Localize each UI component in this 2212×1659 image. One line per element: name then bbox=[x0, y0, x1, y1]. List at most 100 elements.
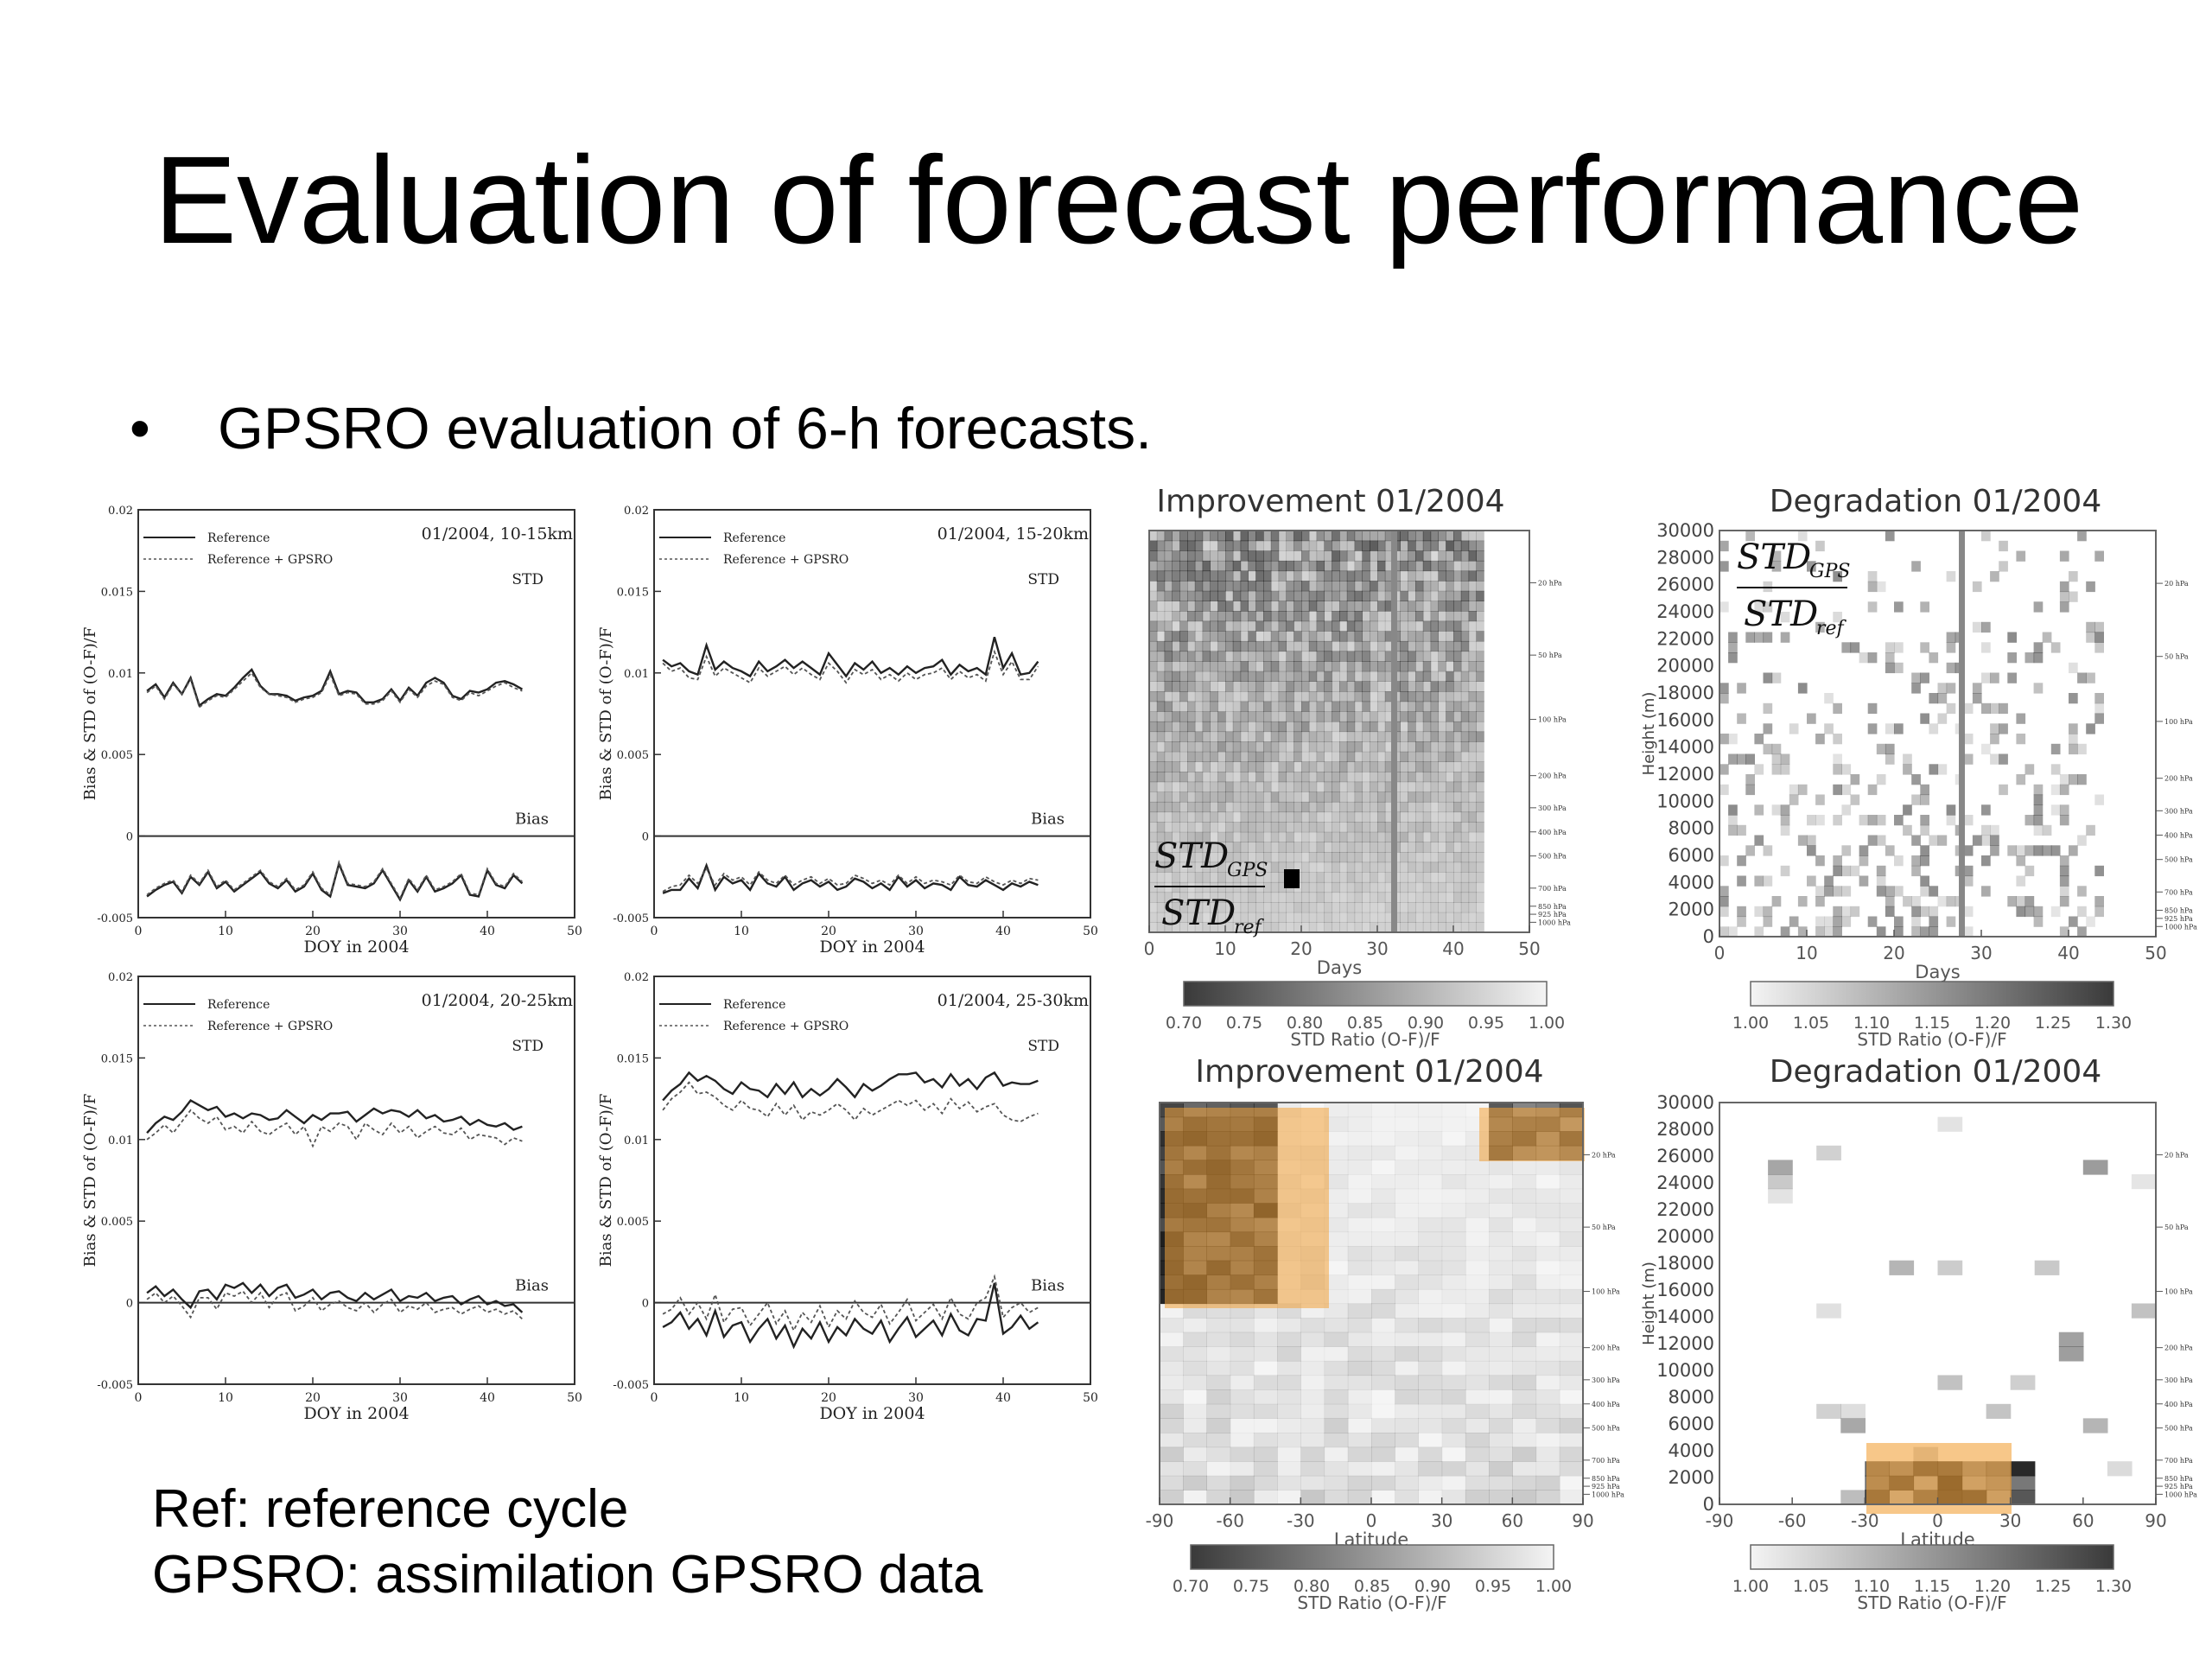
heatmap-cell bbox=[1453, 741, 1462, 753]
heatmap-cell bbox=[2033, 906, 2044, 918]
heatmap-cell bbox=[1833, 571, 1842, 582]
heatmap-cell bbox=[1230, 1346, 1255, 1362]
heatmap-cell bbox=[1512, 1446, 1537, 1462]
heatmap-cell bbox=[1187, 661, 1196, 672]
heatmap-cell bbox=[1194, 631, 1204, 642]
heatmap-cell bbox=[1354, 902, 1363, 913]
heatmap-cell bbox=[1324, 772, 1332, 783]
heatmap-cell bbox=[1206, 1475, 1231, 1491]
heatmap-cell bbox=[1535, 1375, 1560, 1390]
heatmap-cell bbox=[1217, 842, 1226, 853]
heatmap-cell bbox=[1415, 902, 1424, 913]
heatmap-cell bbox=[1164, 570, 1173, 582]
heatmap-cell bbox=[2059, 926, 2069, 938]
heatmap-cell bbox=[1187, 631, 1196, 642]
heatmap-cell bbox=[1270, 711, 1280, 722]
heatmap-cell bbox=[1278, 751, 1287, 762]
heatmap-cell bbox=[1460, 741, 1470, 753]
heatmap-cell bbox=[1460, 611, 1470, 622]
heatmap-cell bbox=[1408, 881, 1416, 893]
heatmap-cell bbox=[1324, 1217, 1349, 1233]
heatmap-cell bbox=[1408, 540, 1416, 551]
x-tick-label: 20 bbox=[1290, 938, 1312, 959]
heatmap-cell bbox=[1278, 902, 1287, 913]
heatmap-cell bbox=[1763, 702, 1773, 715]
heatmap-cell bbox=[1278, 881, 1287, 893]
heatmap-cell bbox=[1559, 1260, 1584, 1275]
heatmap-cell bbox=[1937, 1116, 1963, 1132]
heatmap-cell bbox=[1346, 772, 1356, 783]
heatmap-cell bbox=[1559, 1246, 1584, 1262]
pressure-label: 500 hPa bbox=[2164, 856, 2193, 864]
heatmap-cell bbox=[1371, 1433, 1395, 1448]
y-tick-label: 28000 bbox=[1656, 1119, 1714, 1140]
heatmap-cell bbox=[1172, 651, 1180, 662]
heatmap-cell bbox=[1384, 872, 1394, 883]
heatmap-cell bbox=[1384, 922, 1394, 933]
heatmap-cell bbox=[1446, 922, 1454, 933]
heatmap-cell bbox=[1885, 723, 1895, 734]
heatmap-cell bbox=[1347, 1103, 1372, 1118]
heatmap-cell bbox=[1324, 1475, 1349, 1491]
heatmap-cell bbox=[1324, 912, 1332, 923]
heatmap-cell bbox=[1489, 1433, 1513, 1448]
heatmap-cell bbox=[1489, 1160, 1513, 1175]
heatmap-cell bbox=[1346, 701, 1356, 712]
heatmap-cell bbox=[1446, 590, 1454, 601]
heatmap-cell bbox=[1301, 801, 1310, 813]
heatmap-cell bbox=[1946, 896, 1956, 907]
heatmap-cell bbox=[1438, 691, 1446, 702]
heatmap-cell bbox=[1172, 861, 1180, 873]
heatmap-cell bbox=[1489, 1490, 1513, 1505]
heatmap-cell bbox=[1377, 721, 1386, 733]
heatmap-cell bbox=[1719, 764, 1729, 775]
heatmap-cell bbox=[1187, 620, 1196, 632]
heatmap-cell bbox=[1384, 801, 1394, 813]
heatmap-cell bbox=[1415, 811, 1424, 823]
heatmap-cell bbox=[1308, 640, 1318, 652]
heatmap-cell bbox=[1263, 811, 1272, 823]
heatmap-cell bbox=[1253, 1332, 1278, 1347]
heatmap-cell bbox=[1441, 1231, 1466, 1247]
x-tick-label: 0 bbox=[1714, 943, 1726, 963]
heatmap-cell bbox=[1278, 892, 1287, 903]
heatmap-cell bbox=[1339, 560, 1348, 572]
heatmap-cell bbox=[1512, 1346, 1537, 1362]
heatmap-cell bbox=[1468, 741, 1477, 753]
heatmap-cell bbox=[1179, 691, 1188, 702]
heatmap-cell bbox=[1294, 661, 1302, 672]
x-tick-label: -90 bbox=[1146, 1510, 1174, 1531]
heatmap-cell bbox=[1728, 642, 1738, 653]
heatmap-cell bbox=[1332, 872, 1340, 883]
heatmap-cell bbox=[1301, 772, 1310, 783]
pressure-label: 20 hPa bbox=[1538, 579, 1562, 587]
heatmap-cell bbox=[1263, 912, 1272, 923]
heatmap-cell bbox=[1981, 743, 1991, 755]
heatmap-cell bbox=[1301, 640, 1310, 652]
heatmap-cell bbox=[1990, 753, 1999, 765]
heatmap-cell bbox=[1232, 842, 1242, 853]
heatmap-cell bbox=[1446, 741, 1454, 753]
colorbar bbox=[1750, 981, 2114, 1007]
heatmap-cell bbox=[1225, 852, 1234, 863]
colorbar-tick-label: 1.00 bbox=[1732, 1577, 1769, 1596]
heatmap-cell bbox=[1815, 896, 1825, 907]
heatmap-cell bbox=[1308, 922, 1318, 933]
heatmap-cell bbox=[1149, 852, 1158, 863]
heatmap-cell bbox=[1240, 872, 1249, 883]
heatmap-cell bbox=[1920, 784, 1929, 796]
heatmap-cell bbox=[1476, 801, 1484, 813]
heatmap-cell bbox=[1316, 661, 1325, 672]
heatmap-cell bbox=[1156, 671, 1166, 682]
heatmap-cell bbox=[1460, 531, 1470, 542]
heatmap-cell bbox=[1202, 651, 1211, 662]
heatmap-cell bbox=[1324, 560, 1332, 572]
heatmap-cell bbox=[1316, 631, 1325, 642]
heatmap-cell bbox=[1194, 831, 1204, 842]
heatmap-cell bbox=[1187, 751, 1196, 762]
heatmap-cell bbox=[1286, 731, 1294, 742]
y-tick-label: 0.005 bbox=[617, 749, 649, 762]
colorbar-tick-label: 0.70 bbox=[1166, 1014, 1202, 1033]
heatmap-cell bbox=[1512, 1403, 1537, 1419]
heatmap-cell bbox=[2033, 794, 2044, 805]
